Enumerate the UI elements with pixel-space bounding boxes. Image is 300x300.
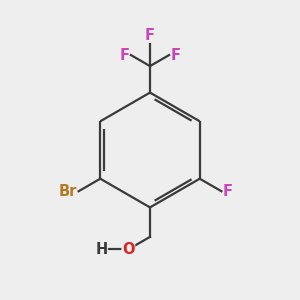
Text: F: F bbox=[223, 184, 233, 199]
Text: F: F bbox=[171, 47, 181, 62]
Text: H: H bbox=[96, 242, 108, 257]
Text: Br: Br bbox=[59, 184, 77, 199]
Text: O: O bbox=[122, 242, 135, 257]
Text: F: F bbox=[145, 28, 155, 43]
Text: F: F bbox=[119, 47, 129, 62]
